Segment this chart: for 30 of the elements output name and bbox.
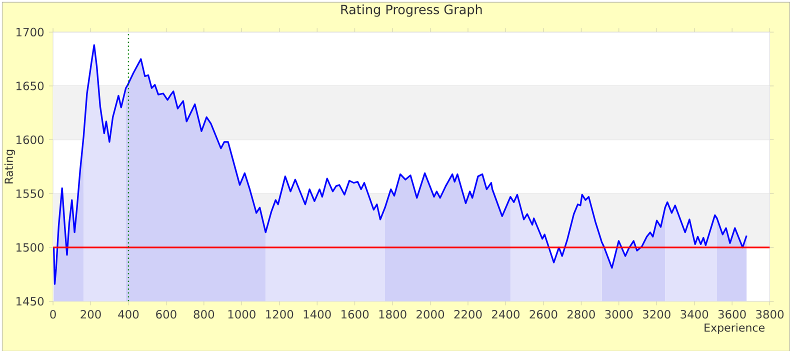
x-axis-title: Experience (704, 323, 765, 334)
x-tick-label: 3200 (642, 310, 670, 318)
x-tick-label: 1000 (228, 310, 256, 318)
x-tick-label: 2600 (530, 310, 558, 318)
x-tick-label: 3000 (605, 310, 633, 318)
x-tick-label: 1200 (266, 310, 294, 318)
x-tick-label: 600 (156, 310, 176, 318)
x-tick-label: 3400 (680, 310, 708, 318)
x-tick-label: 400 (118, 310, 139, 318)
x-tick-label: 1600 (342, 310, 369, 318)
y-tick-label: 1700 (16, 28, 44, 36)
y-tick-label: 1650 (16, 81, 44, 90)
x-tick-label: 1800 (379, 310, 406, 318)
x-tick-label: 0 (50, 310, 56, 318)
x-tick-label: 2200 (454, 310, 482, 318)
x-tick-label: 800 (194, 310, 214, 318)
chart-title: Rating Progress Graph (341, 4, 482, 17)
x-tick-label: 3800 (756, 310, 784, 318)
line-series (53, 44, 748, 285)
x-tick-label: 3600 (718, 310, 746, 318)
y-tick-label: 1450 (16, 296, 44, 306)
y-tick-label: 1600 (16, 135, 44, 144)
y-tick-label: 1500 (16, 242, 44, 252)
y-tick-label: 1550 (16, 189, 44, 198)
x-tick-label: 1400 (304, 310, 331, 318)
x-tick-label: 2400 (492, 310, 520, 318)
x-tick-label: 2000 (416, 310, 444, 318)
y-axis-title: Rating (4, 150, 16, 184)
x-tick-label: 2800 (567, 310, 595, 318)
x-tick-label: 200 (80, 310, 101, 318)
